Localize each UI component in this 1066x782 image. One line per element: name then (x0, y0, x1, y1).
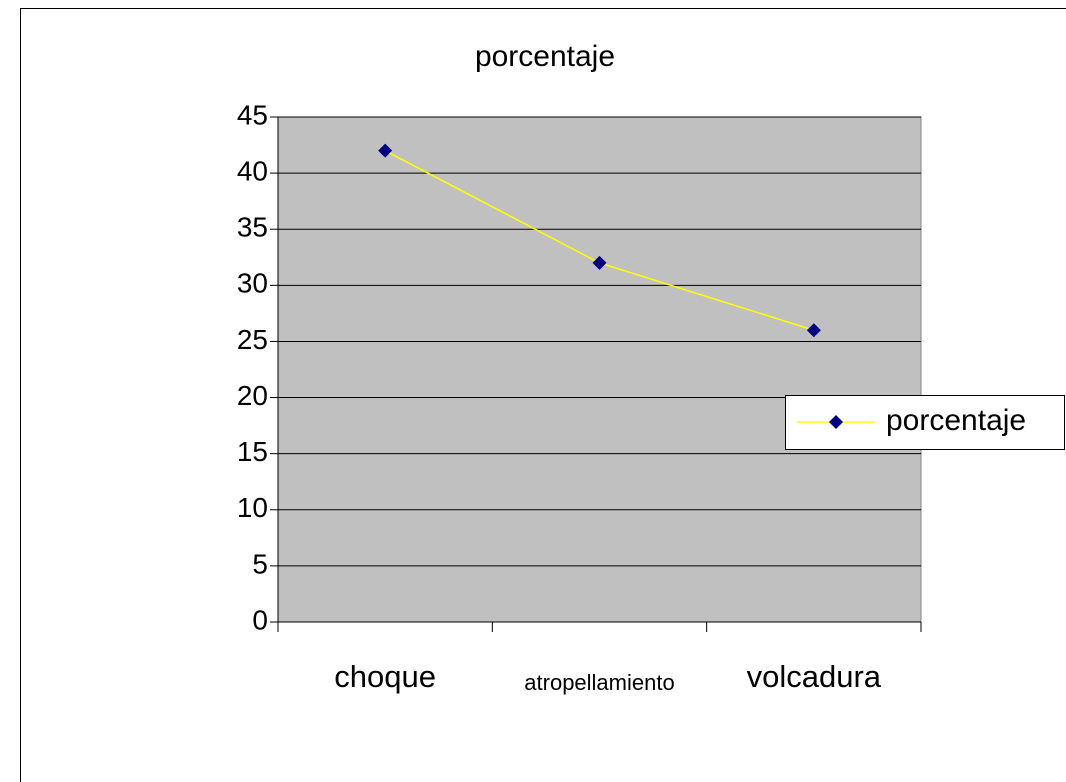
chart-title: porcentaje (475, 40, 615, 73)
y-tick-label: 25 (237, 324, 268, 355)
y-tick-label: 45 (237, 99, 268, 130)
x-tick-label: atropellamiento (524, 670, 674, 695)
marker (592, 255, 607, 270)
y-tick-label: 35 (237, 212, 268, 243)
legend-label: porcentaje (886, 404, 1026, 437)
y-tick-label: 5 (252, 548, 268, 579)
y-tick-label: 30 (237, 268, 268, 299)
y-tick-label: 20 (237, 380, 268, 411)
y-tick-label: 10 (237, 492, 268, 523)
y-tick-label: 40 (237, 156, 268, 187)
x-tick-label: choque (334, 659, 436, 694)
marker (378, 143, 393, 158)
plot-area (277, 116, 922, 623)
x-tick-label: volcadura (747, 659, 882, 694)
legend-marker (829, 415, 843, 429)
marker (806, 323, 821, 338)
y-tick-label: 15 (237, 436, 268, 467)
y-tick-label: 0 (252, 604, 268, 635)
